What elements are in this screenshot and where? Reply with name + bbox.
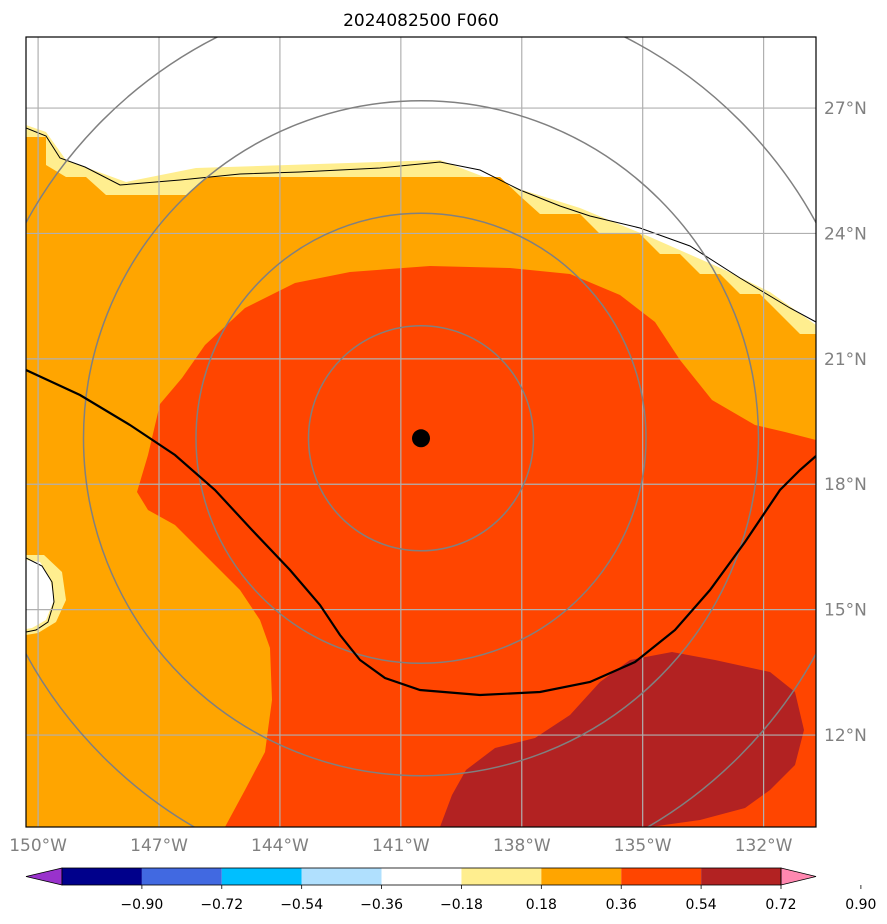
colorbar-frame: [61, 867, 782, 886]
latitude-tick-label: 21°N: [824, 350, 867, 370]
colorbar-tick-label: −0.72: [200, 897, 243, 913]
colorbar-tick-label: 0.90: [845, 897, 876, 913]
colorbar-tick-label: 0.18: [526, 897, 557, 913]
colorbar-swatch: [461, 868, 542, 885]
latitude-labels: 27°N 24°N 21°N 18°N 15°N 12°N: [824, 99, 867, 746]
longitude-tick-label: 144°W: [251, 836, 309, 856]
fill-level-dark-red: [440, 652, 804, 827]
colorbar-swatch: [701, 868, 781, 885]
longitude-tick-label: 141°W: [372, 836, 430, 856]
longitude-labels: 150°W 147°W 144°W 141°W 138°W 135°W 132°W: [9, 836, 792, 856]
latitude-tick-label: 15°N: [824, 601, 867, 621]
range-rings: [26, 37, 816, 827]
longitude-tick-label: 147°W: [130, 836, 188, 856]
longitude-tick-label: 150°W: [9, 836, 67, 856]
graticule: [26, 37, 816, 827]
latitude-tick-label: 24°N: [824, 224, 867, 244]
colorbar-swatch: [541, 868, 622, 885]
colorbar-extend-min: [25, 867, 63, 886]
longitude-tick-label: 132°W: [735, 836, 793, 856]
colorbar-tick-label: −0.36: [360, 897, 403, 913]
colorbar-swatch: [141, 868, 222, 885]
contour-line: [26, 369, 816, 697]
map-panel: [26, 37, 816, 827]
colorbar-tick-label: 0.54: [686, 897, 717, 913]
colorbar-swatch: [62, 868, 142, 885]
map-frame: [25, 36, 817, 828]
colorbar-swatch: [621, 868, 702, 885]
colorbar-tick-label: −0.54: [280, 897, 323, 913]
range-ring: [195, 212, 647, 665]
longitude-tick-label: 138°W: [493, 836, 551, 856]
colorbar-tick-label: 0.72: [765, 897, 796, 913]
boundary-line-north: [26, 127, 816, 323]
fill-level-white-west-core: [26, 560, 54, 629]
storm-center-marker: [412, 429, 430, 448]
boundary-line-west: [26, 557, 55, 633]
colorbar-tick-label: 0.36: [606, 897, 637, 913]
map-title: 2024082500 F060: [343, 11, 499, 31]
colorbar-swatch: [381, 868, 462, 885]
colorbar-swatch: [221, 868, 302, 885]
latitude-tick-label: 18°N: [824, 475, 867, 495]
longitude-tick-label: 135°W: [614, 836, 672, 856]
range-ring: [307, 325, 535, 552]
colorbar: −0.90 −0.72 −0.54 −0.36 −0.18 0.18 0.36 0.54 0.7…: [25, 867, 876, 913]
colorbar-extend-max: [780, 867, 817, 886]
colorbar-tick-label: −0.90: [120, 897, 163, 913]
latitude-tick-label: 12°N: [824, 726, 867, 746]
range-ring: [82, 100, 760, 777]
colorbar-tick-label: −0.18: [440, 897, 483, 913]
latitude-tick-label: 27°N: [824, 99, 867, 119]
colorbar-swatch: [301, 868, 382, 885]
